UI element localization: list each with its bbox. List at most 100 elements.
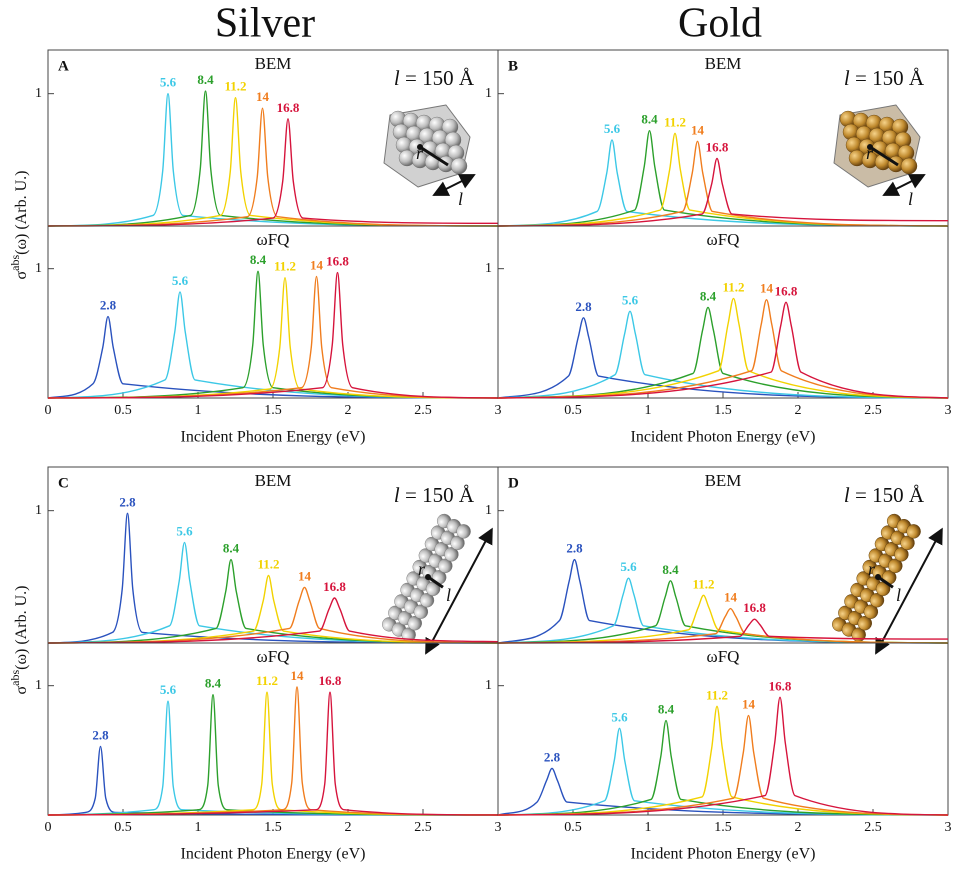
- y-tick-label: 1: [35, 261, 42, 276]
- peak-label: 16.8: [326, 254, 349, 269]
- annotation: l = 150 Å: [844, 483, 925, 507]
- y-axis-label: σabs(ω) (Arb. U.): [8, 586, 30, 695]
- spectrum-line: [47, 541, 499, 644]
- spectrum-line: [47, 597, 499, 644]
- x-tick-label: 1.5: [264, 403, 282, 418]
- peak-label: 16.8: [277, 100, 300, 115]
- peak-label: 2.8: [119, 494, 136, 509]
- nanoparticle-inset: rl: [383, 104, 476, 209]
- y-label-part: σ: [13, 270, 30, 279]
- x-tick-label: 3: [945, 403, 952, 418]
- x-tick-label: 1: [645, 403, 652, 418]
- center-dot: [867, 144, 873, 150]
- peak-label: 14: [724, 590, 738, 605]
- spectrum-line: [47, 275, 499, 399]
- spectrum-line: [47, 745, 499, 816]
- panel-title: ωFQ: [707, 230, 740, 249]
- x-tick-label: 2.5: [864, 403, 882, 418]
- spectrum-line: [47, 291, 499, 399]
- x-tick-label: 0.5: [114, 403, 132, 418]
- length-arrow: [882, 174, 926, 196]
- peak-label: 5.6: [172, 273, 189, 288]
- x-axis-label: Incident Photon Energy (eV): [181, 429, 366, 446]
- x-tick-label: 1: [195, 403, 202, 418]
- nanoparticle-inset: [382, 513, 493, 655]
- spectrum-line: [497, 727, 949, 816]
- peak-label: 14: [310, 257, 324, 272]
- spectrum-line: [497, 301, 949, 399]
- spectrum-line: [47, 691, 499, 816]
- y-tick-label: 1: [485, 86, 492, 101]
- x-tick-label: 0: [45, 403, 52, 418]
- panel-letter: D: [508, 475, 519, 491]
- x-tick-label: 1.5: [714, 403, 732, 418]
- peak-label: 14: [291, 668, 305, 683]
- x-tick-label: 1.5: [264, 820, 282, 835]
- peak-label: 14: [742, 696, 756, 711]
- annotation: l = 150 Å: [394, 483, 475, 507]
- inset-label: r: [868, 559, 876, 579]
- spectrum-line: [47, 315, 499, 399]
- peak-label: 16.8: [323, 579, 346, 594]
- column-title: Silver: [215, 1, 315, 47]
- spectrum-line: [497, 310, 949, 399]
- spectrum-line: [47, 691, 499, 816]
- inset-label: r: [866, 143, 874, 163]
- x-tick-label: 1: [645, 820, 652, 835]
- y-label-part: σ: [13, 685, 30, 694]
- spectrum-line: [47, 270, 499, 399]
- spectrum-line: [497, 157, 949, 227]
- spectrum-line: [497, 696, 949, 816]
- radius-arrow: [869, 145, 899, 167]
- peak-label: 8.4: [700, 288, 717, 303]
- spectrum-line: [497, 139, 949, 227]
- spectrum-line: [47, 107, 499, 227]
- x-axis-label: Incident Photon Energy (eV): [181, 846, 366, 863]
- peak-label: 14: [691, 122, 705, 137]
- x-axis-label: Incident Photon Energy (eV): [631, 846, 816, 863]
- y-tick-label: 1: [485, 261, 492, 276]
- x-tick-label: 2: [345, 820, 352, 835]
- peak-label: 14: [760, 281, 774, 296]
- y-label-part: (ω) (Arb. U.): [13, 171, 30, 255]
- panel-title: BEM: [705, 54, 742, 73]
- x-tick-label: 1.5: [714, 820, 732, 835]
- spectrum-line: [47, 574, 499, 644]
- peak-label: 16.8: [706, 139, 729, 154]
- annotation-part: = 150 Å: [400, 66, 475, 90]
- annotation-part: l: [394, 66, 400, 90]
- peak-label: 2.8: [544, 749, 561, 764]
- spectrum-line: [497, 719, 949, 816]
- length-arrow: [875, 527, 943, 655]
- x-tick-label: 1: [195, 820, 202, 835]
- atom: [450, 157, 468, 175]
- spectrum-line: [497, 132, 949, 227]
- spectrum-line: [497, 607, 949, 644]
- y-tick-label: 1: [35, 86, 42, 101]
- center-dot: [417, 144, 423, 150]
- peak-label: 16.8: [743, 600, 766, 615]
- y-tick-label: 1: [35, 678, 42, 693]
- inset-label: l: [908, 189, 913, 209]
- peak-label: 5.6: [176, 523, 193, 538]
- peak-label: 2.8: [575, 299, 592, 314]
- inset-label: l: [446, 585, 451, 605]
- length-arrow: [425, 527, 493, 655]
- y-tick-label: 1: [485, 678, 492, 693]
- peak-label: 5.6: [620, 559, 637, 574]
- spectrum-line: [497, 767, 949, 816]
- x-tick-label: 3: [945, 820, 952, 835]
- peak-label: 5.6: [604, 121, 621, 136]
- x-tick-label: 0.5: [114, 820, 132, 835]
- peak-label: 8.4: [641, 112, 658, 127]
- x-tick-label: 2.5: [864, 820, 882, 835]
- annotation-part: = 150 Å: [400, 483, 475, 507]
- peak-label: 11.2: [224, 79, 246, 94]
- spectrum-line: [47, 90, 499, 227]
- spectrum-line: [497, 705, 949, 816]
- y-label-part: abs: [8, 255, 22, 271]
- x-tick-label: 3: [495, 403, 502, 418]
- inset-label: l: [458, 189, 463, 209]
